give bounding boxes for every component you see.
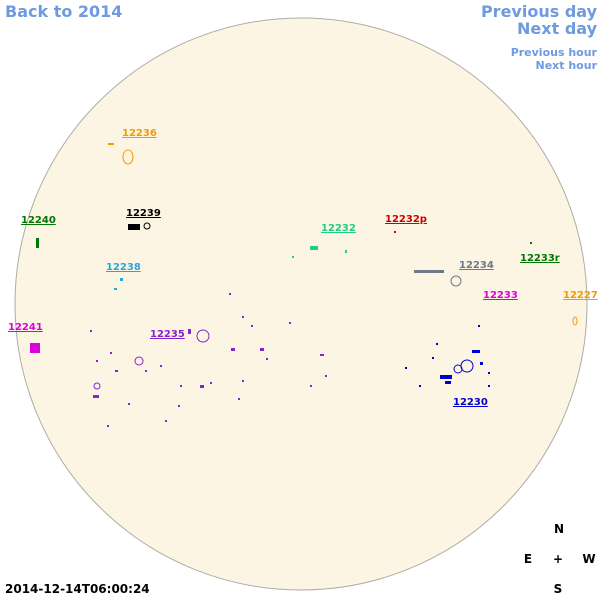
next-day-link[interactable]: Next day <box>517 19 598 38</box>
region-label[interactable]: 12233 <box>483 290 518 301</box>
next-hour-link[interactable]: Next hour <box>536 59 598 72</box>
spot <box>128 224 140 230</box>
spot <box>143 222 151 230</box>
region-label[interactable]: 12232p <box>385 214 427 225</box>
spot <box>292 256 294 258</box>
timestamp: 2014-12-14T06:00:24 <box>5 582 150 596</box>
spot-group <box>90 293 327 427</box>
region-label[interactable]: 12235 <box>150 329 185 340</box>
spot <box>108 143 114 145</box>
spot <box>530 242 532 244</box>
spot <box>120 278 123 281</box>
spot <box>394 231 396 233</box>
spot <box>453 364 463 374</box>
compass-east: E <box>524 552 532 566</box>
region-label[interactable]: 12236 <box>122 128 157 139</box>
region-label[interactable]: 12240 <box>21 215 56 226</box>
spot <box>114 288 117 290</box>
spot <box>310 246 318 250</box>
spot <box>30 343 40 353</box>
region-label[interactable]: 12227 <box>563 290 598 301</box>
spot <box>196 329 210 343</box>
spot <box>572 316 578 326</box>
region-label[interactable]: 12230 <box>453 397 488 408</box>
spot <box>36 238 39 248</box>
spot <box>134 356 144 366</box>
sunspots <box>30 143 578 427</box>
region-label[interactable]: 12234 <box>459 260 494 271</box>
compass-center: + <box>553 552 563 566</box>
spot <box>93 382 101 390</box>
region-label[interactable]: 12241 <box>8 322 43 333</box>
compass-south: S <box>554 582 563 596</box>
region-label[interactable]: 12233r <box>520 253 560 264</box>
region-label[interactable]: 12238 <box>106 262 141 273</box>
previous-hour-link[interactable]: Previous hour <box>511 46 598 59</box>
solar-disk <box>14 17 588 591</box>
region-label[interactable]: 12232 <box>321 223 356 234</box>
back-link[interactable]: Back to 2014 <box>5 2 122 21</box>
spot <box>122 149 134 165</box>
spot-group <box>405 325 490 387</box>
spot <box>414 270 444 273</box>
region-labels: 12236 12239 12240 12232 12232p 12238 122… <box>8 128 598 408</box>
spot <box>345 250 347 253</box>
spot <box>450 275 462 287</box>
compass-north: N <box>554 522 564 536</box>
previous-day-link[interactable]: Previous day <box>481 2 598 21</box>
compass-west: W <box>582 552 595 566</box>
compass: N E + W S <box>524 522 596 596</box>
region-label[interactable]: 12239 <box>126 208 161 219</box>
